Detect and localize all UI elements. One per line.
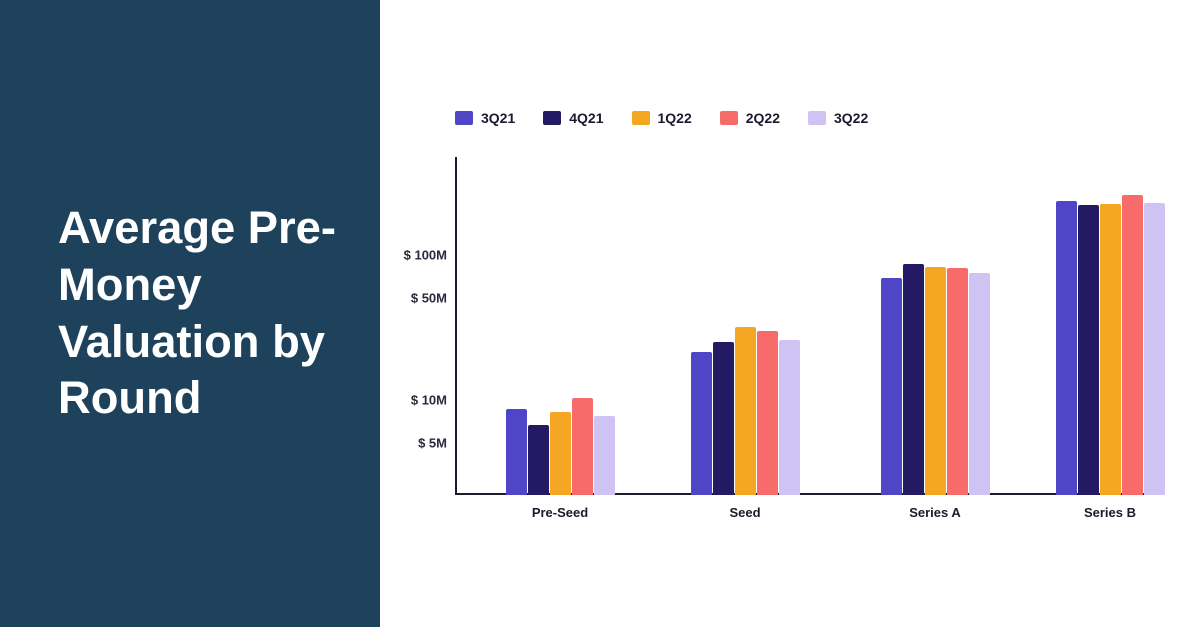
bar-preseed-1Q22	[550, 412, 571, 495]
y-tick-label: $ 5M	[418, 436, 447, 451]
legend-label: 4Q21	[569, 110, 603, 126]
legend-item-3Q21: 3Q21	[455, 110, 515, 126]
bar-seed-3Q21	[691, 352, 712, 495]
bar-seriesb-3Q21	[1056, 201, 1077, 495]
y-tick-label: $ 50M	[411, 291, 447, 306]
legend-label: 1Q22	[658, 110, 692, 126]
chart-plot-area: $ 5M$ 10M$ 50M$ 100M Pre-SeedSeedSeries …	[455, 175, 1155, 495]
page-title: Average Pre-Money Valuation by Round	[58, 200, 340, 427]
chart-legend: 3Q21 4Q21 1Q22 2Q22 3Q22	[455, 110, 868, 126]
chart-panel: 3Q214Q211Q222Q223Q22 $ 5M$ 10M$ 50M$ 100…	[380, 0, 1200, 627]
legend-label: 3Q22	[834, 110, 868, 126]
bar-seriesa-4Q21	[903, 264, 924, 495]
bar-group-seriesb	[1056, 175, 1165, 495]
bar-seriesa-1Q22	[925, 267, 946, 495]
legend-item-1Q22: 1Q22	[632, 110, 692, 126]
bar-seriesb-1Q22	[1100, 204, 1121, 495]
legend-item-2Q22: 2Q22	[720, 110, 780, 126]
x-axis-label-seriesb: Series B	[1084, 505, 1136, 520]
bar-seed-2Q22	[757, 331, 778, 495]
bar-seed-1Q22	[735, 327, 756, 495]
legend-swatch-icon	[720, 111, 738, 125]
legend-swatch-icon	[632, 111, 650, 125]
bar-group-seriesa	[881, 175, 990, 495]
bar-group-preseed	[506, 175, 615, 495]
legend-swatch-icon	[808, 111, 826, 125]
y-tick-label: $ 100M	[404, 247, 447, 262]
legend-label: 2Q22	[746, 110, 780, 126]
bar-seed-3Q22	[779, 340, 800, 495]
x-axis-label-seed: Seed	[729, 505, 760, 520]
bar-group-seed	[691, 175, 800, 495]
x-axis-label-preseed: Pre-Seed	[532, 505, 588, 520]
bar-preseed-3Q21	[506, 409, 527, 495]
y-axis: $ 5M $ 10M $ 50M $ 100M	[391, 175, 451, 495]
bar-seed-4Q21	[713, 342, 734, 495]
page-root: Average Pre-Money Valuation by Round 3Q2…	[0, 0, 1200, 627]
legend-label: 3Q21	[481, 110, 515, 126]
bar-preseed-3Q22	[594, 416, 615, 495]
bar-preseed-4Q21	[528, 425, 549, 495]
legend-swatch-icon	[455, 111, 473, 125]
bar-seriesa-3Q21	[881, 278, 902, 495]
bar-seriesb-2Q22	[1122, 195, 1143, 495]
legend-item-3Q22: 3Q22	[808, 110, 868, 126]
bar-seriesa-2Q22	[947, 268, 968, 495]
title-panel: Average Pre-Money Valuation by Round	[0, 0, 380, 627]
y-tick-label: $ 10M	[411, 392, 447, 407]
bar-preseed-2Q22	[572, 398, 593, 495]
bar-seriesb-3Q22	[1144, 203, 1165, 495]
bar-seriesb-4Q21	[1078, 205, 1099, 495]
x-axis-labels: Pre-Seed Seed Series A Series B	[455, 495, 1155, 525]
bars-area	[455, 175, 1155, 495]
legend-item-4Q21: 4Q21	[543, 110, 603, 126]
bar-seriesa-3Q22	[969, 273, 990, 495]
legend-swatch-icon	[543, 111, 561, 125]
x-axis-label-seriesa: Series A	[909, 505, 961, 520]
